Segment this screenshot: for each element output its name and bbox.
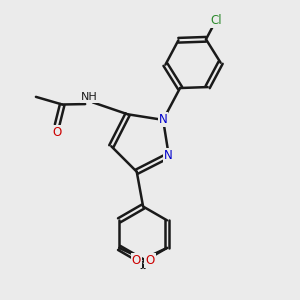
Text: N: N (164, 149, 173, 162)
Text: NH: NH (81, 92, 98, 102)
Text: N: N (159, 113, 167, 126)
Text: O: O (52, 126, 61, 139)
Text: O: O (132, 254, 141, 267)
Text: Cl: Cl (210, 14, 222, 27)
Text: O: O (146, 254, 154, 267)
